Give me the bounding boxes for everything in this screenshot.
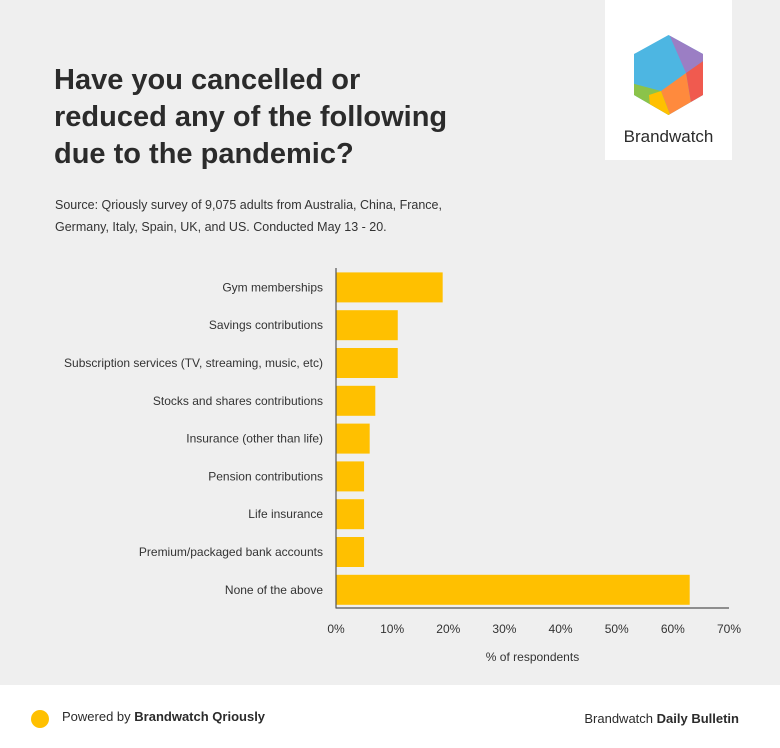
bar-2 [336,310,398,341]
bar-6 [336,461,365,492]
logo-wordmark: Brandwatch [623,127,714,146]
bulletin-prefix: Brandwatch [584,711,654,726]
x-tick-label: 70% [717,622,741,636]
yellow-dot-icon [31,710,49,728]
x-tick-label: 10% [380,622,404,636]
powered-by-credit: Powered by Brandwatch Qriously [62,709,265,724]
bar-5 [336,423,370,454]
chart-title: Have you cancelled or reduced any of the… [54,64,448,170]
x-tick-label: 60% [661,622,685,636]
bulletin-brand: Daily Bulletin [656,711,739,726]
hexagon-logo-icon [634,35,703,115]
bar-3 [336,348,398,378]
brandwatch-logo: Brandwatch [605,0,732,160]
x-tick-label: 30% [492,622,516,636]
category-label: None of the above [225,583,323,597]
x-axis-title: % of respondents [486,650,579,664]
category-label: Premium/packaged bank accounts [139,545,323,559]
bar-9 [336,574,690,605]
powered-prefix: Powered by [62,709,131,724]
category-label: Savings contributions [209,318,323,332]
bar-7 [336,499,365,530]
bar-chart: Gym memberships Savings contributions Subs… [64,268,741,664]
category-label: Gym memberships [222,280,323,294]
category-label: Life insurance [248,507,323,521]
category-label: Subscription services (TV, streaming, mu… [64,356,323,370]
bar-8 [336,537,365,567]
source-note: Source: Qriously survey of 9,075 adults … [55,198,442,234]
category-label: Pension contributions [208,469,323,483]
x-tick-label: 0% [327,622,345,636]
footer: Powered by Brandwatch Qriously Brandwatc… [0,685,780,748]
bar-4 [336,385,376,416]
category-label: Stocks and shares contributions [153,394,323,408]
bar-1 [336,272,443,303]
x-tick-label: 20% [436,622,460,636]
daily-bulletin-credit: Brandwatch Daily Bulletin [584,711,739,726]
powered-brand: Brandwatch Qriously [134,709,266,724]
x-tick-label: 40% [549,622,573,636]
category-label: Insurance (other than life) [186,432,323,446]
x-tick-label: 50% [605,622,629,636]
